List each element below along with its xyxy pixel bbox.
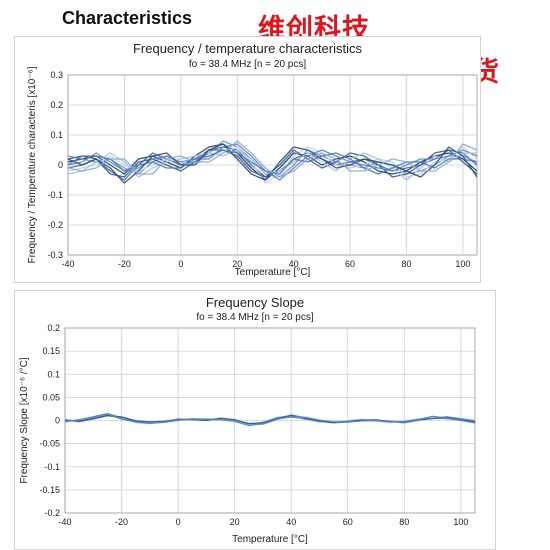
x-tick-label: 80 xyxy=(399,517,409,527)
y-tick-label: 0.05 xyxy=(42,392,60,402)
y-tick-label: 0 xyxy=(58,160,63,170)
series-line-2 xyxy=(67,146,478,181)
chart-title: Frequency / temperature characteristics xyxy=(133,41,363,56)
y-tick-label: 0.1 xyxy=(47,369,60,379)
chart-panel-frequency-slope: Frequency Slope fo = 38.4 MHz [n = 20 pcs… xyxy=(14,290,496,550)
x-axis-label: Temperature [°C] xyxy=(232,534,308,545)
y-tick-label: 0.1 xyxy=(50,130,63,140)
y-tick-label: -0.2 xyxy=(44,508,60,518)
x-tick-label: 100 xyxy=(453,517,468,527)
series-line-8 xyxy=(67,143,478,184)
x-tick-label: 100 xyxy=(455,259,470,269)
y-tick-label: 0.15 xyxy=(42,346,60,356)
frequency-slope-chart: Frequency Slope fo = 38.4 MHz [n = 20 pcs… xyxy=(19,295,476,545)
x-tick-label: 0 xyxy=(178,259,183,269)
y-tick-label: 0.3 xyxy=(50,70,63,80)
x-axis-label: Temperature [°C] xyxy=(235,267,311,278)
x-tick-label: -20 xyxy=(118,259,131,269)
x-tick-label: 80 xyxy=(401,259,411,269)
x-tick-label: -40 xyxy=(61,259,74,269)
x-tick-label: 20 xyxy=(230,517,240,527)
x-tick-label: 40 xyxy=(289,259,299,269)
y-tick-label: -0.15 xyxy=(39,485,60,495)
chart-panel-frequency-temperature: Frequency / temperature characteristics f… xyxy=(14,36,481,283)
x-tick-label: -20 xyxy=(115,517,128,527)
x-tick-label: 60 xyxy=(343,517,353,527)
y-tick-label: -0.1 xyxy=(47,190,63,200)
y-axis-label: Frequency / Temperature characteris [x10… xyxy=(27,66,38,263)
x-tick-label: 0 xyxy=(176,517,181,527)
section-heading: Characteristics xyxy=(62,8,193,28)
y-tick-label: -0.3 xyxy=(47,250,63,260)
y-axis-label: Frequency Slope [x10⁻⁶ /°C] xyxy=(19,357,30,483)
series-line-6 xyxy=(64,413,476,427)
x-tick-label: 20 xyxy=(232,259,242,269)
y-tick-label: 0.2 xyxy=(47,323,60,333)
frequency-temperature-chart: Frequency / temperature characteristics f… xyxy=(27,41,478,278)
y-tick-label: -0.2 xyxy=(47,220,63,230)
y-tick-label: -0.1 xyxy=(44,462,60,472)
y-tick-label: 0 xyxy=(55,416,60,426)
chart-title: Frequency Slope xyxy=(206,295,304,310)
y-tick-label: 0.2 xyxy=(50,100,63,110)
x-tick-label: 60 xyxy=(345,259,355,269)
chart-subtitle: fo = 38.4 MHz [n = 20 pcs] xyxy=(189,59,307,70)
series-line-10 xyxy=(67,140,478,178)
chart-subtitle: fo = 38.4 MHz [n = 20 pcs] xyxy=(196,312,314,323)
x-tick-label: 40 xyxy=(286,517,296,527)
series-line-4 xyxy=(67,146,478,184)
y-tick-label: -0.05 xyxy=(39,439,60,449)
x-tick-label: -40 xyxy=(58,517,71,527)
